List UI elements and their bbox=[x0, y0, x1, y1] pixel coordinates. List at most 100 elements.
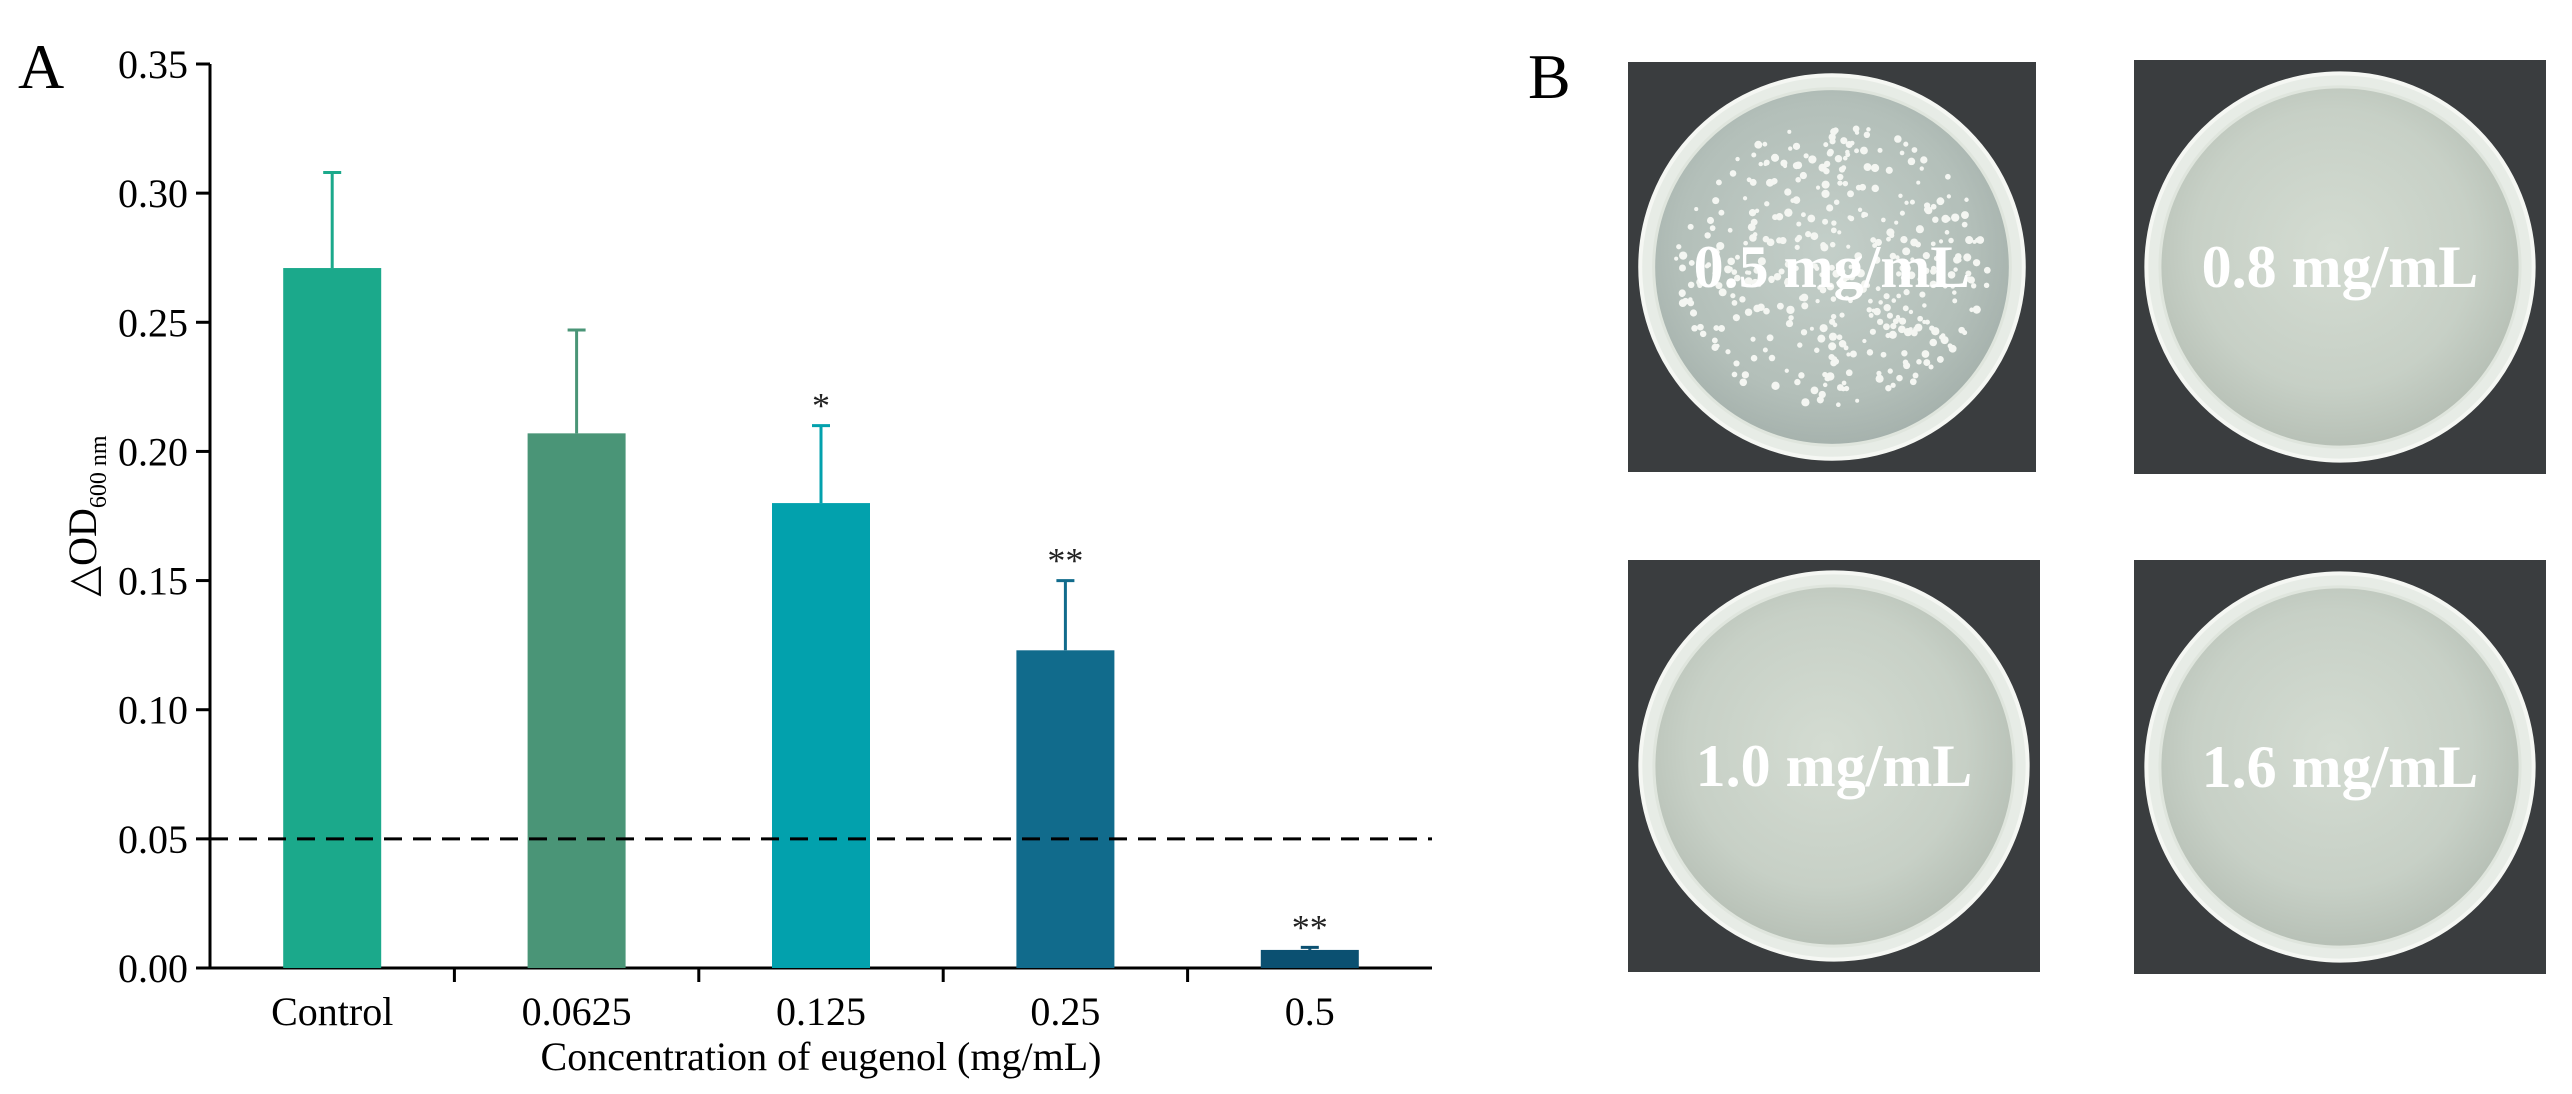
bacterial-colony bbox=[1872, 256, 1881, 264]
bacterial-colony bbox=[1794, 378, 1801, 386]
bacterial-colony bbox=[1885, 384, 1892, 392]
bacterial-colony bbox=[1890, 382, 1896, 388]
bacterial-colony bbox=[1855, 398, 1860, 403]
bacterial-colony bbox=[1883, 293, 1890, 300]
bacterial-colony bbox=[1762, 141, 1768, 147]
bacterial-colony bbox=[1822, 382, 1828, 388]
bar-chart: 0.00 0.05 0.10 0.15 0.20 0.25 0.30 0.35 Control… bbox=[60, 42, 1432, 1079]
bacterial-colony bbox=[1833, 199, 1840, 205]
bacterial-colony bbox=[1923, 359, 1931, 367]
bacterial-colony bbox=[1715, 179, 1722, 186]
bacterial-colony bbox=[1899, 150, 1905, 156]
bacterial-colony bbox=[1741, 371, 1750, 379]
bacterial-colony bbox=[1712, 197, 1720, 205]
bacterial-colony bbox=[1820, 242, 1827, 249]
bacterial-colony bbox=[1778, 268, 1785, 275]
bacterial-colony bbox=[1883, 323, 1890, 331]
bacterial-colony bbox=[1887, 368, 1893, 374]
bacterial-colony bbox=[1951, 213, 1960, 222]
agar-plate-photo: 0.8 mg/mL bbox=[2134, 60, 2546, 474]
bacterial-colony bbox=[1944, 230, 1950, 235]
x-tick-label: 0.125 bbox=[776, 989, 866, 1034]
bacterial-colony bbox=[1876, 370, 1882, 376]
bacterial-colony bbox=[1911, 147, 1918, 153]
bacterial-colony bbox=[1758, 161, 1763, 167]
bacterial-colony bbox=[1941, 214, 1950, 224]
bacterial-colony bbox=[1836, 334, 1843, 341]
bacterial-colony bbox=[1907, 157, 1916, 166]
bar bbox=[527, 433, 626, 968]
bacterial-colony bbox=[1784, 188, 1792, 196]
bacterial-colony bbox=[1771, 381, 1780, 390]
bacterial-colony bbox=[1837, 173, 1844, 181]
bacterial-colony bbox=[1902, 247, 1911, 256]
plate-concentration-label: 1.6 mg/mL bbox=[2202, 734, 2479, 800]
bacterial-colony bbox=[1794, 244, 1800, 250]
bacterial-colony bbox=[1766, 334, 1774, 342]
bacterial-colony bbox=[1899, 210, 1905, 216]
bacterial-colony bbox=[1753, 304, 1761, 313]
bacterial-colony bbox=[1805, 231, 1812, 238]
bacterial-colony bbox=[1874, 238, 1882, 246]
bacterial-colony bbox=[1861, 280, 1869, 289]
bacterial-colony bbox=[1776, 237, 1783, 244]
bacterial-colony bbox=[1909, 199, 1915, 205]
bacterial-colony bbox=[1839, 312, 1845, 318]
y-axis-title-subscript: 600 nm bbox=[86, 435, 112, 508]
bacterial-colony bbox=[1899, 317, 1907, 325]
bacterial-colony bbox=[1841, 380, 1847, 386]
bacterial-colony bbox=[1687, 281, 1695, 289]
agar-plate-grid: 0.5 mg/mL 0.8 mg/mL 1.0 mg/mL 1.6 mg/mL bbox=[1628, 60, 2546, 974]
bacterial-colony bbox=[1837, 180, 1843, 186]
bacterial-colony bbox=[1846, 244, 1851, 249]
bacterial-colony bbox=[1972, 259, 1981, 267]
bacterial-colony bbox=[1797, 342, 1803, 348]
bar bbox=[772, 503, 870, 968]
bacterial-colony bbox=[1795, 177, 1801, 183]
bacterial-colony bbox=[1894, 135, 1902, 143]
bacterial-colony bbox=[1763, 159, 1770, 166]
x-tick-label: 0.5 bbox=[1285, 989, 1335, 1034]
bacterial-colony bbox=[1815, 185, 1821, 190]
bacterial-colony bbox=[1753, 266, 1761, 274]
agar-surface bbox=[1652, 584, 2016, 948]
bacterial-colony bbox=[1787, 129, 1792, 134]
bacterial-colony bbox=[1792, 142, 1801, 150]
x-axis-title: Concentration of eugenol (mg/mL) bbox=[541, 1034, 1102, 1079]
bacterial-colony bbox=[1885, 166, 1893, 174]
bacterial-colony bbox=[1870, 237, 1877, 243]
bacterial-colony bbox=[1946, 216, 1951, 221]
x-tick-label: 0.25 bbox=[1030, 989, 1100, 1034]
bacterial-colony bbox=[1842, 180, 1849, 187]
bacterial-colony bbox=[1875, 374, 1884, 383]
bacterial-colony bbox=[1924, 319, 1930, 325]
bacterial-colony bbox=[1845, 369, 1853, 377]
bacterial-colony bbox=[1891, 298, 1897, 303]
bar bbox=[1016, 650, 1115, 968]
bacterial-colony bbox=[1922, 267, 1930, 275]
bacterial-colony bbox=[1910, 329, 1918, 337]
bacterial-colony bbox=[1770, 153, 1780, 162]
bacterial-colony bbox=[1929, 280, 1938, 289]
bacterial-colony bbox=[1731, 269, 1738, 275]
bacterial-colony bbox=[1846, 352, 1851, 357]
bacterial-colony bbox=[1822, 218, 1829, 225]
bacterial-colony bbox=[1907, 271, 1916, 280]
bacterial-colony bbox=[1754, 140, 1763, 149]
bacterial-colony bbox=[1810, 386, 1819, 395]
y-tick-label: 0.15 bbox=[118, 559, 188, 604]
bacterial-colony bbox=[1838, 166, 1846, 173]
x-axis: Control 0.0625 0.125 0.25 0.5 bbox=[210, 966, 1432, 1034]
bacterial-colony bbox=[1773, 272, 1782, 281]
bacterial-colony bbox=[1835, 262, 1842, 268]
bacterial-colony bbox=[1942, 283, 1948, 289]
bacterial-colony bbox=[1950, 284, 1955, 289]
bacterial-colony bbox=[1936, 255, 1945, 265]
bacterial-colony bbox=[1970, 283, 1977, 289]
bacterial-colony bbox=[1930, 241, 1936, 247]
bacterial-colony bbox=[1688, 260, 1695, 266]
bacterial-colony bbox=[1784, 368, 1789, 373]
y-tick-label: 0.05 bbox=[118, 817, 188, 862]
bacterial-colony bbox=[1803, 153, 1809, 159]
bacterial-colony bbox=[1863, 131, 1871, 139]
